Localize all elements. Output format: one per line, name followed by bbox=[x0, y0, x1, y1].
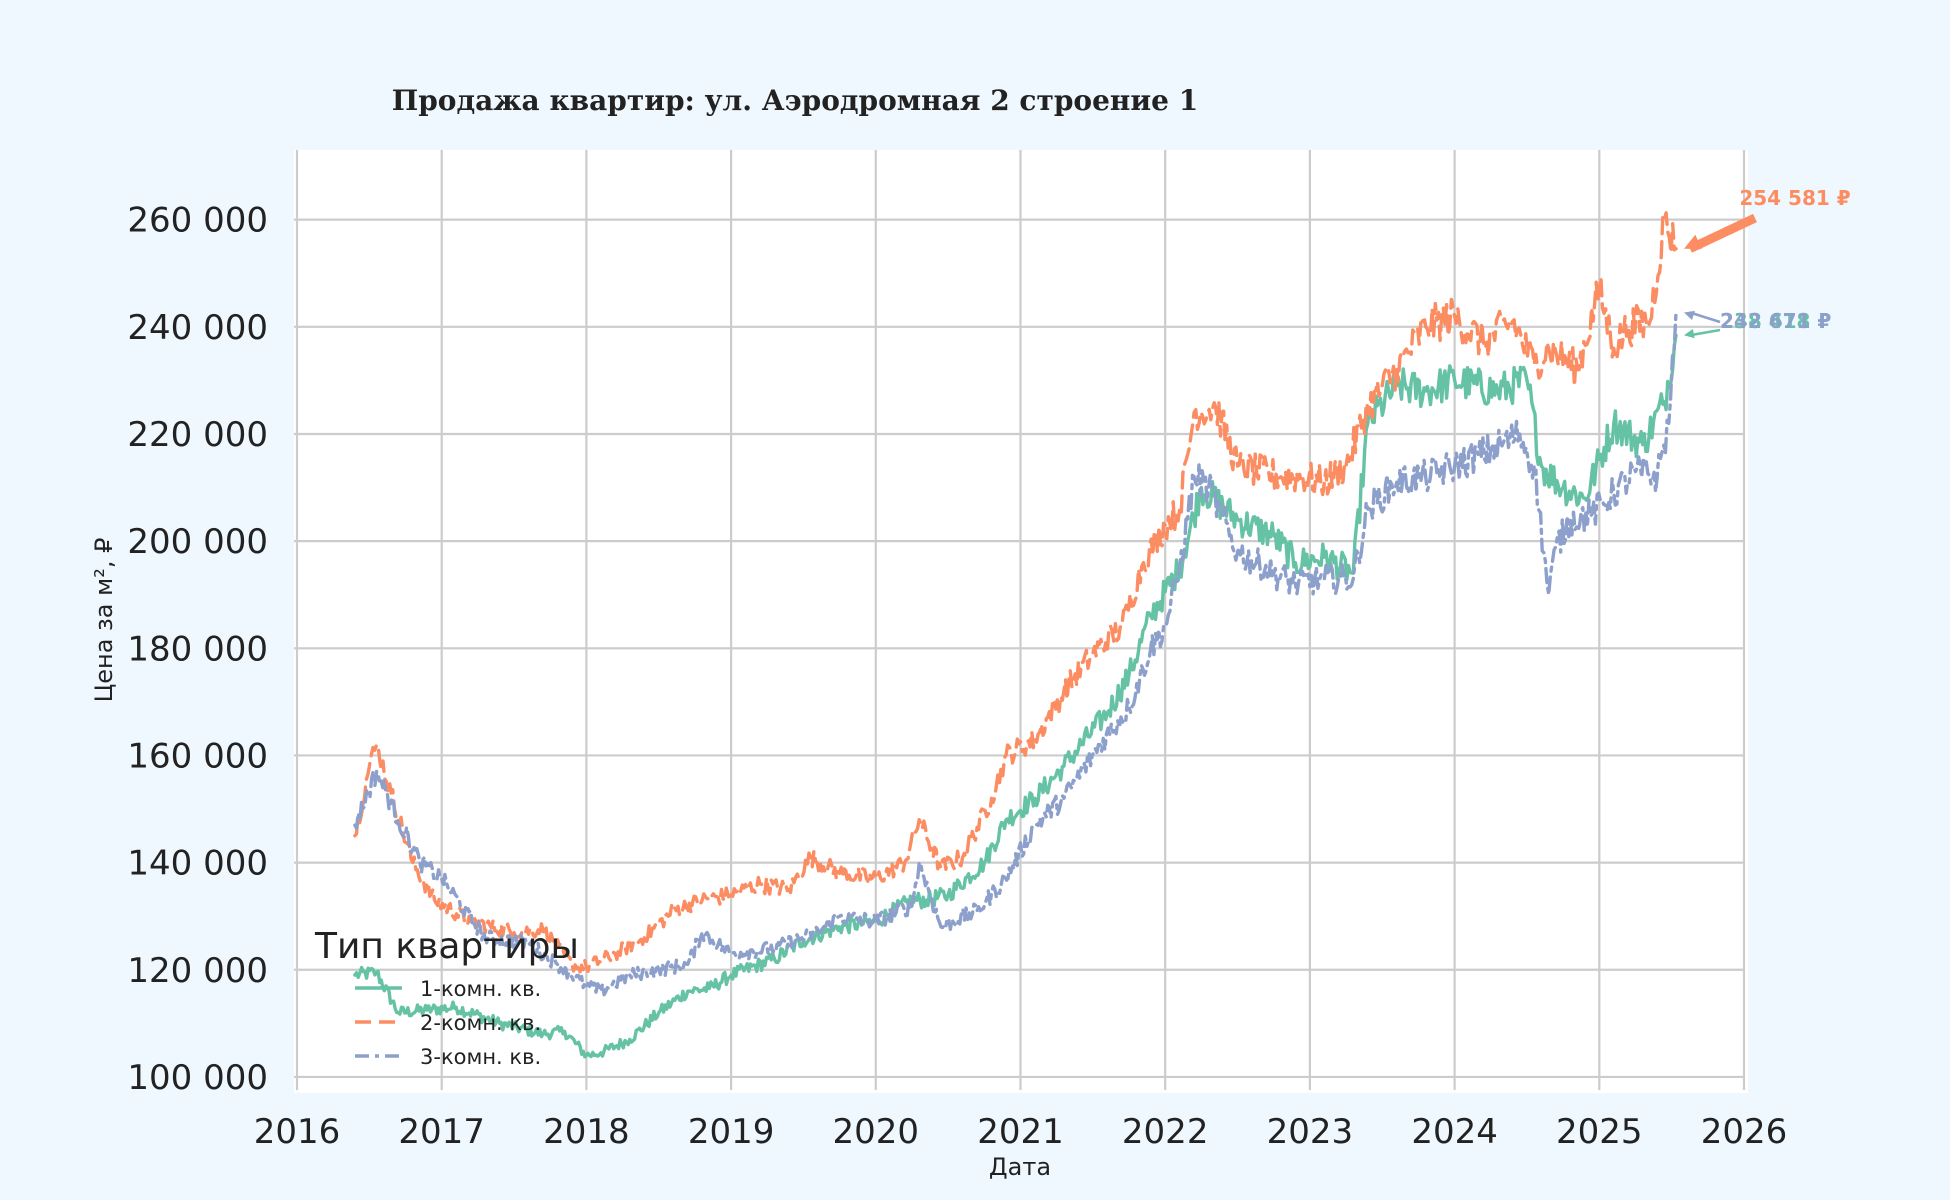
annotation-label: 242 671 ₽ bbox=[1720, 309, 1831, 333]
annotation-arrowhead bbox=[1683, 234, 1702, 249]
y-axis-label: Цена за м², ₽ bbox=[90, 538, 118, 703]
y-tick-label: 240 000 bbox=[127, 308, 268, 348]
series-line-1 bbox=[353, 333, 1678, 1059]
annotation-arrow bbox=[1689, 328, 1721, 337]
legend-label: 3-комн. кв. bbox=[420, 1045, 541, 1069]
annotations: 254 581 ₽ 238 418 ₽242 671 ₽ bbox=[1683, 186, 1851, 339]
series-line-3 bbox=[353, 310, 1678, 997]
y-tick-label: 180 000 bbox=[127, 629, 268, 669]
x-tick-label: 2020 bbox=[833, 1112, 920, 1152]
y-tick-label: 100 000 bbox=[127, 1058, 268, 1098]
legend-label: 1-комн. кв. bbox=[420, 977, 541, 1001]
x-tick-label: 2019 bbox=[688, 1112, 775, 1152]
x-axis-label: Дата bbox=[989, 1153, 1051, 1181]
y-tick-label: 120 000 bbox=[127, 951, 268, 991]
series-line-2 bbox=[353, 211, 1678, 974]
annotation-arrowhead bbox=[1683, 310, 1695, 321]
annotation-arrow bbox=[1688, 213, 1757, 253]
grid bbox=[294, 150, 1746, 1090]
y-tick-label: 200 000 bbox=[127, 522, 268, 562]
y-tick-label: 160 000 bbox=[127, 736, 268, 776]
y-tick-label: 220 000 bbox=[127, 415, 268, 455]
x-tick-label: 2024 bbox=[1411, 1112, 1498, 1152]
x-tick-label: 2022 bbox=[1122, 1112, 1209, 1152]
x-tick-label: 2017 bbox=[398, 1112, 485, 1152]
x-tick-label: 2026 bbox=[1701, 1112, 1788, 1152]
x-tick-label: 2023 bbox=[1267, 1112, 1354, 1152]
x-tick-label: 2021 bbox=[977, 1112, 1064, 1152]
y-tick-label: 140 000 bbox=[127, 844, 268, 884]
axes: 100 000 120 000 140 000 160 000 180 000 200 0… bbox=[127, 201, 1787, 1152]
legend-items: 1-комн. кв. 2-комн. кв. 3-комн. кв. bbox=[355, 977, 541, 1069]
annotation-arrow bbox=[1689, 311, 1721, 324]
legend-title: Тип квартиры bbox=[314, 926, 579, 967]
x-tick-label: 2025 bbox=[1556, 1112, 1643, 1152]
chart-title: Продажа квартир: ул. Аэродромная 2 строе… bbox=[392, 84, 1198, 117]
series-lines bbox=[353, 211, 1678, 1059]
annotation-arrowhead bbox=[1683, 328, 1695, 339]
y-tick-label: 260 000 bbox=[127, 201, 268, 241]
x-tick-label: 2018 bbox=[543, 1112, 630, 1152]
legend: Тип квартиры 1-комн. кв. 2-комн. кв. 3-ком… bbox=[314, 926, 579, 1069]
x-tick-label: 2016 bbox=[254, 1112, 341, 1152]
legend-label: 2-комн. кв. bbox=[420, 1011, 541, 1035]
annotation-label: 254 581 ₽ bbox=[1739, 186, 1850, 210]
annotation-label: 238 418 ₽ bbox=[1720, 309, 1831, 333]
